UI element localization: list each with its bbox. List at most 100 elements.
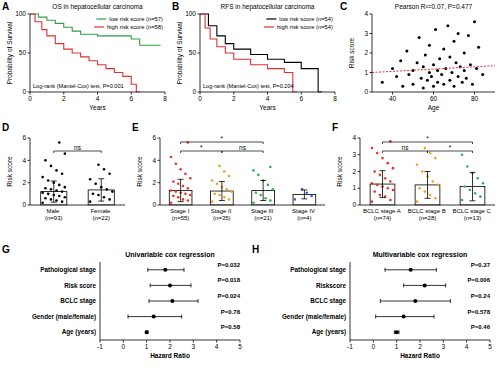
x-tick-label: 8 [163, 95, 167, 102]
y-tick-label: 50 [189, 49, 197, 56]
x-tick-label: -1 [347, 343, 353, 350]
scatter-point [471, 83, 474, 86]
category-label-part: (n=93) [45, 215, 63, 221]
title: Multivariable cox regression [373, 251, 468, 259]
y-tick [28, 92, 31, 93]
data-point [376, 152, 379, 155]
significance-bracket [181, 142, 264, 144]
category-label-part: BCLC stage A [363, 208, 402, 214]
panel-label: F [332, 122, 338, 133]
y-axis [100, 262, 101, 340]
data-point [373, 190, 376, 193]
x-axis-label: Years [89, 104, 106, 111]
data-point [184, 193, 187, 196]
category-label-part: (n=55) [172, 215, 190, 221]
data-point [187, 187, 190, 190]
y-tick [370, 14, 373, 15]
x-tick-label: 60 [430, 95, 438, 102]
data-point [182, 185, 185, 188]
data-point [189, 194, 192, 197]
data-point [64, 152, 67, 155]
hazard-ratio-point [163, 268, 167, 272]
y-axis-label: Risk score [348, 37, 355, 68]
title: OS in hepatocellular carcinoma [52, 3, 143, 11]
scatter-point [434, 28, 437, 31]
hazard-ratio-point [145, 330, 149, 334]
data-point [223, 170, 226, 173]
error-bar [380, 171, 386, 198]
data-point [64, 186, 67, 189]
significance-bracket [222, 151, 263, 153]
data-point [463, 185, 466, 188]
x-axis-label: Years [259, 104, 276, 111]
data-point [479, 195, 482, 198]
y-tick-label: 0 [364, 88, 368, 95]
data-point [424, 147, 427, 150]
error-bar [219, 182, 225, 201]
data-point [175, 190, 178, 193]
scatter-point [399, 59, 402, 62]
data-point [55, 189, 58, 192]
scatter-point [453, 85, 456, 88]
x-tick-label: -1 [97, 343, 103, 350]
data-point [461, 199, 464, 202]
scatter-point [455, 61, 458, 64]
row-label: Gender (male/female) [282, 313, 346, 321]
data-point [103, 196, 106, 199]
data-point [225, 188, 228, 191]
scatter-point [430, 75, 433, 78]
data-point [172, 195, 175, 198]
x-axis-label: Hazard Ratio [150, 352, 190, 359]
y-tick-label: 4 [364, 10, 368, 17]
confidence-interval [149, 299, 198, 303]
scatter-point [453, 40, 456, 43]
data-point [381, 157, 384, 160]
x-tick-label: 0 [122, 343, 126, 350]
x-tick-label: 2 [62, 95, 66, 102]
category-label: Male (n=93) [45, 208, 63, 221]
scatter-point [457, 32, 460, 35]
data-point [421, 170, 424, 173]
significance-label: * [426, 135, 429, 142]
scatter-point [416, 61, 419, 64]
data-point [184, 172, 187, 175]
data-point [228, 175, 231, 178]
data-point [469, 189, 472, 192]
error-bar [51, 181, 57, 202]
legend-label: low risk score (n=57) [109, 16, 163, 22]
x-tick-label: 6 [299, 95, 303, 102]
data-point [223, 196, 226, 199]
row-label: Age (years) [62, 328, 96, 336]
data-point [97, 194, 100, 197]
y-tick-label: 1 [364, 69, 368, 76]
y-tick [370, 92, 373, 93]
x-tick-label: 2 [168, 343, 172, 350]
data-point [476, 177, 479, 180]
data-point [58, 184, 61, 187]
x-tick-label: 1 [395, 343, 399, 350]
x-tick-label: 40 [389, 95, 397, 102]
legend-label: high risk score (n=58) [107, 24, 163, 30]
data-point [213, 193, 216, 196]
y-tick [28, 53, 31, 54]
y-tick-label: 1 [352, 184, 356, 191]
data-point [61, 190, 64, 193]
data-point [376, 184, 379, 187]
confidence-interval [385, 268, 436, 272]
significance-bracket [383, 142, 473, 144]
category-label-part: (n=13) [464, 215, 482, 221]
data-point [89, 200, 92, 203]
x-axis-label: Age [428, 104, 440, 112]
confidence-interval [146, 330, 148, 334]
data-point [47, 193, 50, 196]
category-label-part: (n=74) [374, 215, 392, 221]
scatter-point [440, 73, 443, 76]
trend-line [372, 66, 495, 73]
panel-label: B [172, 1, 179, 12]
row-label: Pathological stage [290, 266, 346, 274]
hazard-ratio-point [170, 299, 174, 303]
scatter-point [438, 57, 441, 60]
data-point [429, 194, 432, 197]
data-point [103, 168, 106, 171]
significance-label: * [221, 135, 224, 142]
